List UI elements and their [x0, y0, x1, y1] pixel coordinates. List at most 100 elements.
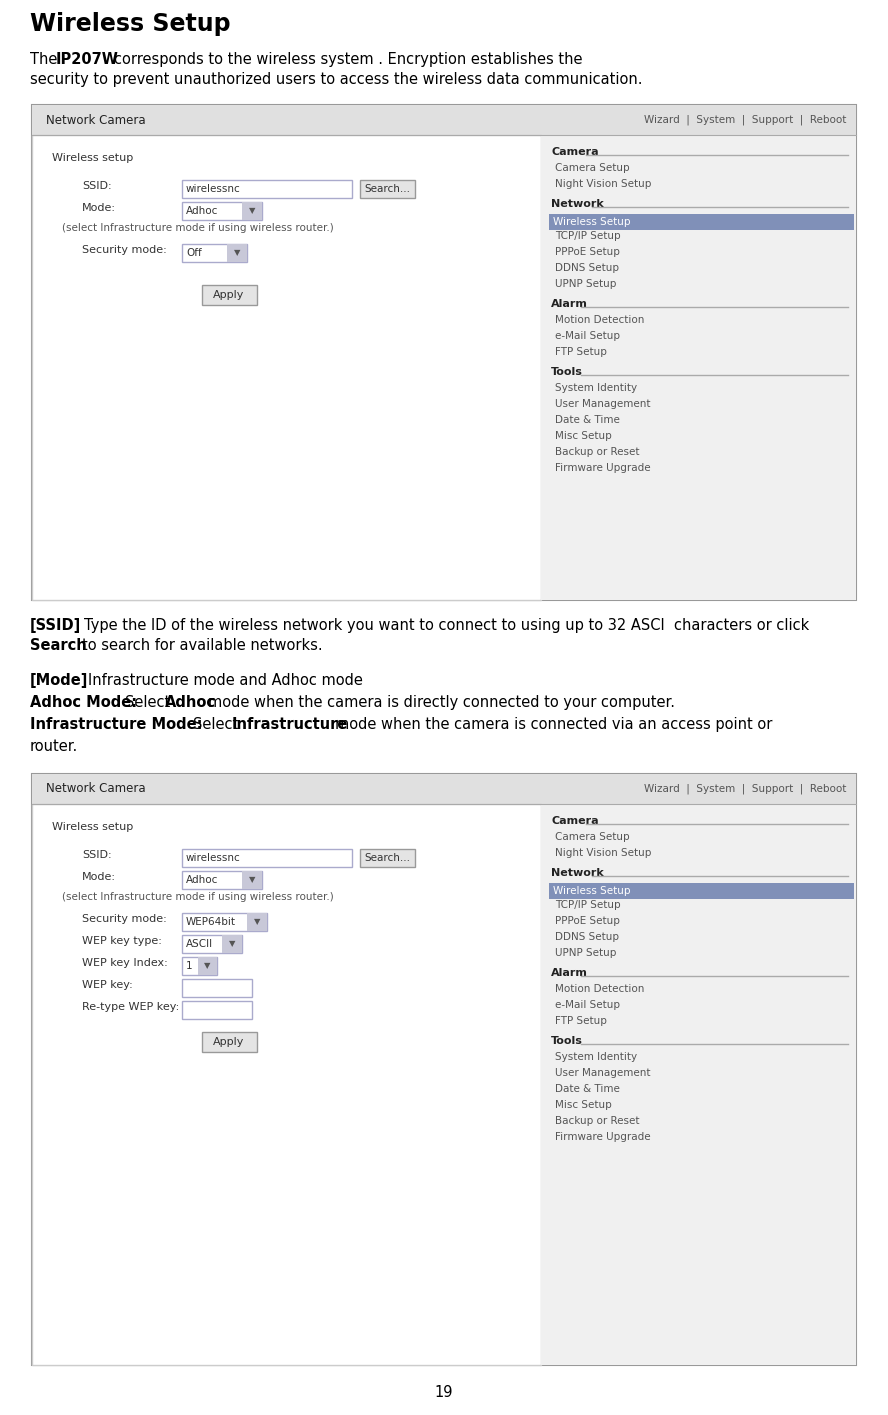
Text: DDNS Setup: DDNS Setup — [555, 263, 619, 273]
Text: security to prevent unauthorized users to access the wireless data communication: security to prevent unauthorized users t… — [30, 72, 643, 86]
Text: Off: Off — [186, 248, 202, 258]
Text: Select: Select — [193, 717, 243, 732]
Bar — [32, 105, 856, 134]
Text: Date & Time: Date & Time — [555, 415, 620, 424]
Text: Misc Setup: Misc Setup — [555, 432, 612, 441]
Bar — [182, 935, 242, 952]
Bar — [32, 774, 856, 1365]
Bar — [550, 883, 854, 899]
Text: SSID:: SSID: — [82, 181, 112, 191]
Text: router.: router. — [30, 739, 78, 754]
Text: Infrastructure: Infrastructure — [232, 717, 348, 732]
Bar — [222, 935, 242, 952]
Text: Camera Setup: Camera Setup — [555, 832, 630, 842]
Text: SSID:: SSID: — [82, 850, 112, 860]
Text: [SSID]: [SSID] — [30, 618, 81, 633]
Text: Misc Setup: Misc Setup — [555, 1099, 612, 1109]
Text: Wizard  |  System  |  Support  |  Reboot: Wizard | System | Support | Reboot — [644, 784, 846, 794]
Text: FTP Setup: FTP Setup — [555, 1016, 607, 1026]
Bar — [541, 804, 856, 1365]
Bar — [32, 804, 541, 1365]
Text: Tools: Tools — [551, 366, 583, 376]
Text: Motion Detection: Motion Detection — [555, 983, 645, 993]
Text: Select: Select — [125, 695, 175, 710]
Text: Re-type WEP key:: Re-type WEP key: — [82, 1002, 179, 1012]
Text: Backup or Reset: Backup or Reset — [555, 447, 639, 457]
Text: Network Camera: Network Camera — [46, 782, 146, 795]
Text: Camera Setup: Camera Setup — [555, 163, 630, 173]
Text: to search for available networks.: to search for available networks. — [82, 638, 322, 652]
Bar — [182, 849, 352, 867]
Bar — [247, 913, 267, 931]
Bar — [182, 202, 262, 219]
Text: wirelessnc: wirelessnc — [186, 184, 241, 194]
Text: Night Vision Setup: Night Vision Setup — [555, 848, 652, 857]
Text: mode when the camera is connected via an access point or: mode when the camera is connected via an… — [335, 717, 773, 732]
Bar — [242, 202, 262, 219]
Text: FTP Setup: FTP Setup — [555, 347, 607, 357]
Text: ▼: ▼ — [203, 962, 210, 971]
Text: Wireless Setup: Wireless Setup — [553, 216, 630, 226]
Text: [Mode]: [Mode] — [30, 674, 89, 688]
Text: ▼: ▼ — [254, 917, 260, 927]
Text: ASCII: ASCII — [186, 940, 213, 949]
Text: Mode:: Mode: — [82, 872, 116, 882]
Text: Network Camera: Network Camera — [46, 113, 146, 126]
Bar — [32, 134, 541, 600]
Text: Backup or Reset: Backup or Reset — [555, 1116, 639, 1126]
Text: ▼: ▼ — [249, 207, 255, 215]
Bar — [182, 979, 252, 998]
Text: Alarm: Alarm — [551, 968, 588, 978]
Text: TCP/IP Setup: TCP/IP Setup — [555, 231, 621, 241]
Bar — [182, 243, 247, 262]
Text: DDNS Setup: DDNS Setup — [555, 932, 619, 942]
Bar — [32, 105, 856, 600]
Text: Security mode:: Security mode: — [82, 245, 167, 255]
Text: Search...: Search... — [364, 184, 410, 194]
Text: System Identity: System Identity — [555, 383, 638, 393]
Bar — [182, 957, 217, 975]
Bar — [198, 957, 217, 975]
Text: UPNP Setup: UPNP Setup — [555, 279, 616, 289]
Bar — [182, 180, 352, 198]
Text: User Management: User Management — [555, 1068, 651, 1078]
Text: Mode:: Mode: — [82, 202, 116, 214]
Text: Wireless Setup: Wireless Setup — [30, 11, 231, 35]
Text: Date & Time: Date & Time — [555, 1084, 620, 1094]
Text: WEP key Index:: WEP key Index: — [82, 958, 168, 968]
Text: Network: Network — [551, 200, 604, 209]
Text: ▼: ▼ — [229, 940, 235, 948]
Text: Wizard  |  System  |  Support  |  Reboot: Wizard | System | Support | Reboot — [644, 115, 846, 126]
Bar — [202, 1032, 257, 1051]
Text: 1: 1 — [186, 961, 193, 971]
Text: Alarm: Alarm — [551, 299, 588, 308]
Text: Firmware Upgrade: Firmware Upgrade — [555, 1132, 651, 1142]
Text: Type the ID of the wireless network you want to connect to using up to 32 ASCⅠ  : Type the ID of the wireless network you … — [84, 618, 809, 633]
Text: e-Mail Setup: e-Mail Setup — [555, 1000, 620, 1010]
Text: wirelessnc: wirelessnc — [186, 853, 241, 863]
Text: Wireless setup: Wireless setup — [52, 153, 133, 163]
Bar — [550, 214, 854, 231]
Text: Adhoc: Adhoc — [186, 874, 218, 884]
Bar — [227, 243, 247, 262]
Text: Motion Detection: Motion Detection — [555, 316, 645, 325]
Text: Security mode:: Security mode: — [82, 914, 167, 924]
Text: Night Vision Setup: Night Vision Setup — [555, 180, 652, 190]
Text: User Management: User Management — [555, 399, 651, 409]
Text: Apply: Apply — [213, 1037, 245, 1047]
Text: Adhoc: Adhoc — [165, 695, 216, 710]
Text: Wireless Setup: Wireless Setup — [553, 886, 630, 896]
Text: PPPoE Setup: PPPoE Setup — [555, 248, 620, 258]
Bar — [182, 1000, 252, 1019]
Text: Infrastructure Mode:: Infrastructure Mode: — [30, 717, 202, 732]
Text: Search...: Search... — [364, 853, 410, 863]
Text: ▼: ▼ — [234, 249, 241, 258]
Text: The: The — [30, 52, 62, 67]
Text: PPPoE Setup: PPPoE Setup — [555, 916, 620, 925]
Text: TCP/IP Setup: TCP/IP Setup — [555, 900, 621, 910]
Bar — [202, 284, 257, 306]
Text: Infrastructure mode and Adhoc mode: Infrastructure mode and Adhoc mode — [88, 674, 363, 688]
Text: ▼: ▼ — [249, 876, 255, 884]
Text: e-Mail Setup: e-Mail Setup — [555, 331, 620, 341]
Text: 19: 19 — [435, 1385, 453, 1399]
